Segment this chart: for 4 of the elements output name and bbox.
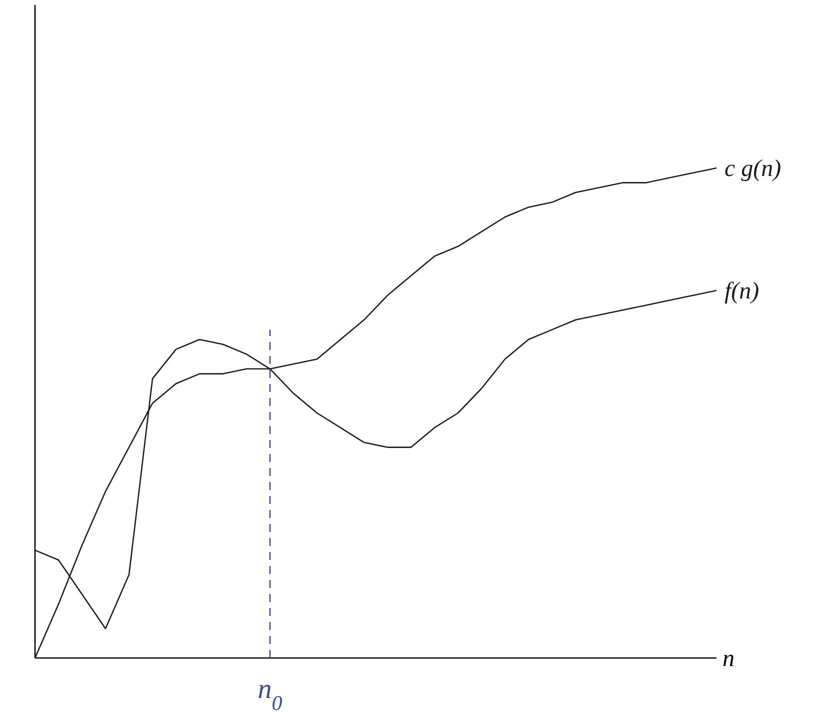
series-label: c g(n)	[724, 156, 782, 182]
x-axis-title: n	[722, 646, 734, 672]
series-label: f(n)	[724, 278, 760, 304]
text: n$_{0}$	[258, 674, 283, 715]
